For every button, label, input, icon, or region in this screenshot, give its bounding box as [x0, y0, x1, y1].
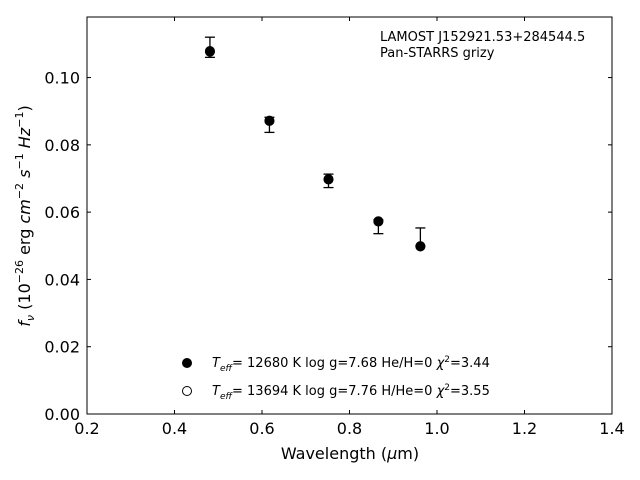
legend-marker-open	[182, 386, 192, 396]
y-tick-label: 0.02	[44, 338, 80, 357]
x-tick-label: 0.8	[337, 419, 362, 438]
y-tick-label: 0.04	[44, 270, 80, 289]
model-point-filled	[415, 241, 426, 252]
observed-errorbars	[204, 36, 426, 247]
legend-label-1: Teff= 12680 K log g=7.68 He/H=0 χ2=3.44	[212, 355, 490, 374]
x-tick-label: 1.0	[424, 419, 449, 438]
model-point-filled	[323, 174, 334, 185]
x-axis-label: Wavelength (μm)	[281, 444, 419, 463]
model-point-filled	[373, 216, 384, 227]
ticks-layer: 0.2 0.4 0.6 0.8 1.0 1.2 1.4 0.00 0.02 0.04 0.06 0.0…	[44, 17, 625, 438]
y-axis-label: fν (10−26 erg cm−2 s−1 Hz−1)	[13, 105, 37, 326]
annotation-line-2: Pan-STARRS grizy	[380, 46, 495, 61]
legend: Teff= 12680 K log g=7.68 He/H=0 χ2=3.44 …	[182, 355, 490, 402]
x-tick-label: 0.2	[74, 419, 99, 438]
x-tick-label: 0.6	[249, 419, 274, 438]
model-point-filled	[264, 115, 275, 126]
y-tick-label: 0.00	[44, 405, 80, 424]
y-tick-label: 0.08	[44, 136, 80, 155]
plot-frame	[86, 16, 613, 415]
x-tick-label: 1.2	[512, 419, 537, 438]
model-points	[204, 45, 426, 252]
x-tick-label: 1.4	[599, 419, 624, 438]
y-tick-label: 0.10	[44, 69, 80, 88]
x-tick-label: 0.4	[162, 419, 187, 438]
legend-label-2: Teff= 13694 K log g=7.76 H/He=0 χ2=3.55	[212, 383, 490, 402]
legend-marker-filled	[182, 358, 192, 368]
annotation-line-1: LAMOST J152921.53+284544.5	[380, 30, 585, 45]
y-tick-label: 0.06	[44, 203, 80, 222]
model-point-filled	[204, 46, 215, 57]
